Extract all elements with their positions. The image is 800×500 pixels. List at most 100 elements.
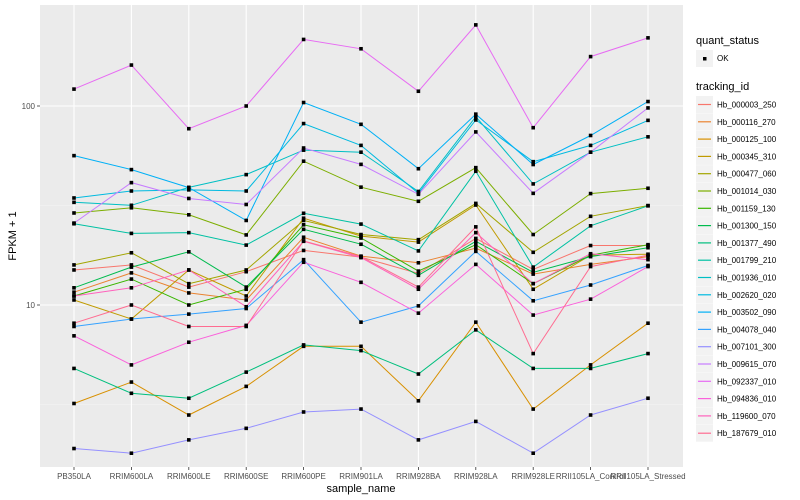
data-point [129,263,134,267]
data-point [301,148,306,152]
legend-label: Hb_000003_250 [717,101,777,110]
data-point [531,298,535,303]
data-point [187,185,191,190]
data-point [72,366,76,371]
legend-label: Hb_004078_040 [717,325,777,334]
legend-label-ok: OK [717,54,729,63]
data-point [416,199,421,204]
data-point [301,227,306,232]
data-point [646,245,650,250]
x-tick-label: RRII105LA_Control [556,472,626,481]
data-point [588,143,593,148]
legend-label: Hb_000345_310 [717,152,777,161]
legend-title-quant-status: quant_status [696,35,759,47]
legend-title-tracking-id: tracking_id [696,81,749,93]
data-point [646,257,650,262]
data-point [359,185,363,189]
data-point [359,122,363,127]
data-point [359,143,363,148]
legend-label: Hb_007101_300 [717,343,777,352]
data-point [72,87,76,91]
data-point [474,169,478,174]
x-tick-label: RRIM928LA [454,472,498,481]
data-point [474,23,478,27]
data-point [359,236,363,240]
y-tick-label: 10 [26,301,35,310]
data-point [129,203,134,208]
data-point [72,221,76,225]
data-point [129,317,134,321]
data-point [187,212,191,217]
y-tick-label: 100 [22,102,36,111]
data-point [474,118,478,122]
data-point [187,396,191,401]
data-point [359,344,363,349]
data-point [474,130,478,134]
data-point [531,281,535,286]
data-point [474,236,478,241]
legend-label: Hb_002620_020 [717,291,777,300]
x-tick-label: RRIM600LE [167,472,211,481]
data-point [244,189,248,193]
data-point [244,370,248,374]
data-point [474,201,478,206]
legend-label: Hb_003502_090 [717,308,777,317]
data-point [531,287,535,292]
data-point [301,257,306,262]
data-point [588,254,593,259]
data-point [129,205,134,210]
data-point [416,249,421,253]
data-point [588,251,593,256]
data-point [474,114,478,119]
legend-label: Hb_000125_100 [717,135,777,144]
data-point [359,162,363,167]
legend-items: Hb_000003_250 Hb_000116_270 Hb_000125_100 H… [696,96,777,442]
data-point [646,264,650,269]
data-point [416,271,421,276]
data-point [187,438,191,442]
data-point [474,246,478,250]
data-point [531,125,535,130]
data-point [359,348,363,353]
data-point [531,162,535,167]
data-point [588,283,593,287]
data-point [244,243,248,247]
legend-label: Hb_119600_070 [717,412,776,421]
data-point [531,250,535,255]
data-point [301,222,306,227]
legend-label: Hb_001799_210 [717,256,777,265]
data-point [129,167,134,172]
data-point [588,297,593,301]
data-point [416,372,421,376]
data-point [359,254,363,259]
data-point [301,410,306,414]
data-point [646,396,650,401]
data-point [244,218,248,223]
x-axis-title: sample_name [326,483,395,495]
legend-label: Hb_092337_010 [717,377,777,386]
data-point [72,286,76,290]
data-point [187,303,191,307]
data-point [416,237,421,242]
data-point [244,294,248,298]
data-point [301,211,306,216]
data-point [129,277,134,281]
data-point [416,304,421,308]
data-point [646,36,650,40]
data-point [129,391,134,396]
data-point [301,159,306,163]
data-point [187,268,191,272]
data-point [416,269,421,273]
data-point [129,250,134,255]
data-point [531,191,535,196]
x-tick-label: RRIM600PE [281,472,325,481]
legend-label: Hb_000477_060 [717,170,777,179]
data-point [244,172,248,177]
legend-label: Hb_001936_010 [717,274,777,283]
data-point [416,287,421,292]
data-point [301,216,306,221]
data-point [588,133,593,138]
data-point [301,218,306,223]
data-point [187,285,191,289]
data-point [474,165,478,170]
